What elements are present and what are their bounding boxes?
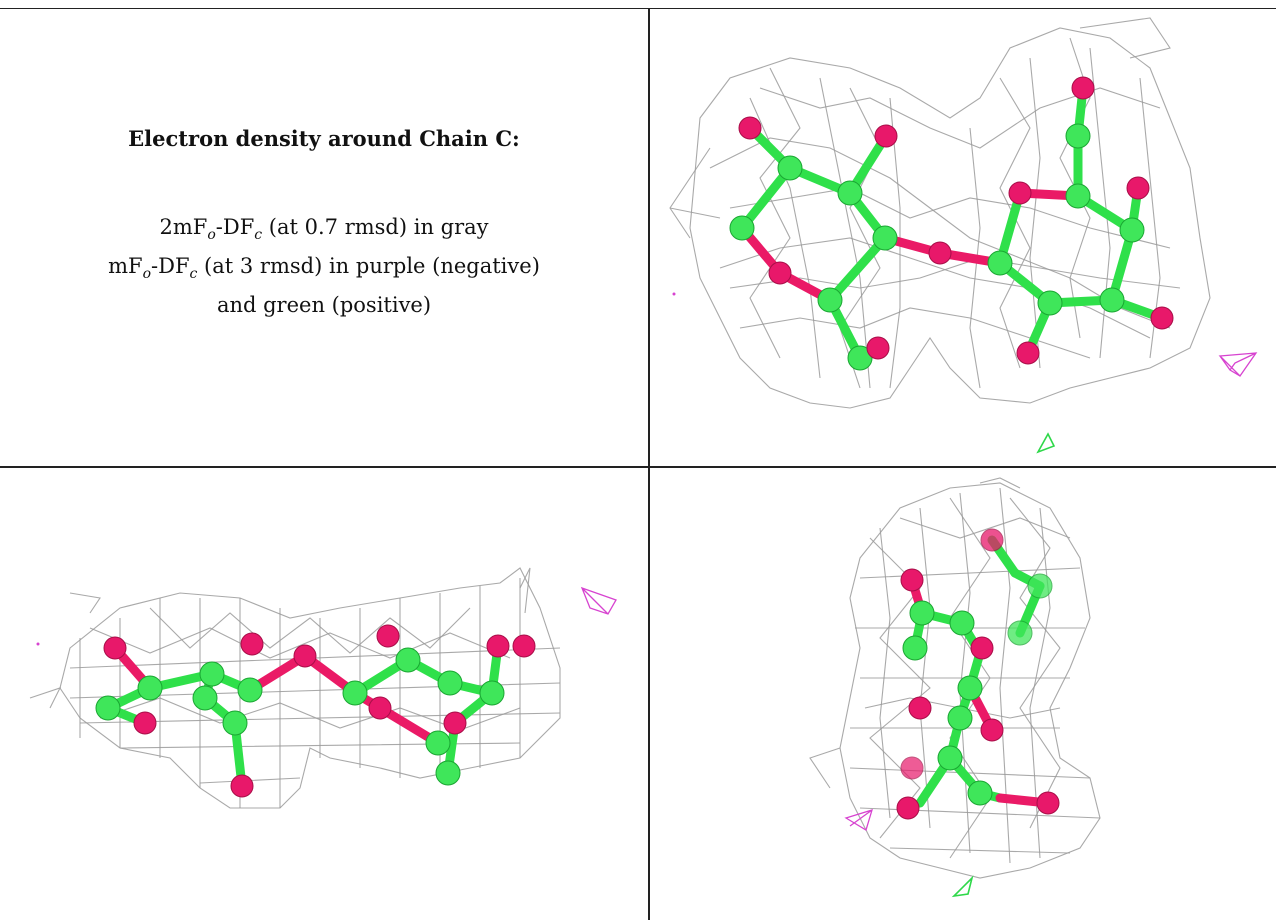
legend-line-fo-cont: and green (positive) bbox=[216, 293, 432, 318]
table-top-border bbox=[0, 8, 1276, 9]
table-horizontal-divider bbox=[0, 466, 1276, 468]
legend-line-fo: mFo-DFc (at 3 rmsd) in purple (negative) bbox=[108, 254, 540, 283]
molecule-bonds bbox=[907, 535, 1053, 808]
molecule-render-side bbox=[29, 567, 617, 809]
caption-cell: Electron density around Chain C: 2mFo-DF… bbox=[0, 8, 648, 466]
molecule-render-top bbox=[669, 17, 1258, 454]
caption-legend: 2mFo-DFc (at 0.7 rmsd) in gray mFo-DFc (… bbox=[0, 212, 648, 321]
negative-density-blob bbox=[844, 809, 873, 831]
molecule-atoms bbox=[729, 76, 1174, 371]
table-vertical-divider bbox=[648, 8, 650, 920]
molecule-render-end bbox=[809, 477, 1101, 898]
molecule-atoms bbox=[95, 624, 536, 798]
negative-density-blob bbox=[1218, 352, 1258, 378]
density-view-top bbox=[650, 8, 1276, 466]
density-view-side bbox=[0, 468, 648, 920]
density-mesh-2fo bbox=[29, 567, 561, 809]
density-view-end bbox=[650, 468, 1276, 920]
molecule-atoms bbox=[896, 528, 1060, 820]
negative-density-blob bbox=[580, 586, 617, 615]
density-mesh-2fo bbox=[809, 477, 1101, 879]
legend-line-2fo: 2mFo-DFc (at 0.7 rmsd) in gray bbox=[159, 215, 489, 244]
molecule-bonds bbox=[737, 83, 1167, 363]
positive-density-blob bbox=[1036, 432, 1056, 454]
caption-title: Electron density around Chain C: bbox=[128, 126, 520, 151]
positive-density-blob bbox=[951, 875, 974, 898]
